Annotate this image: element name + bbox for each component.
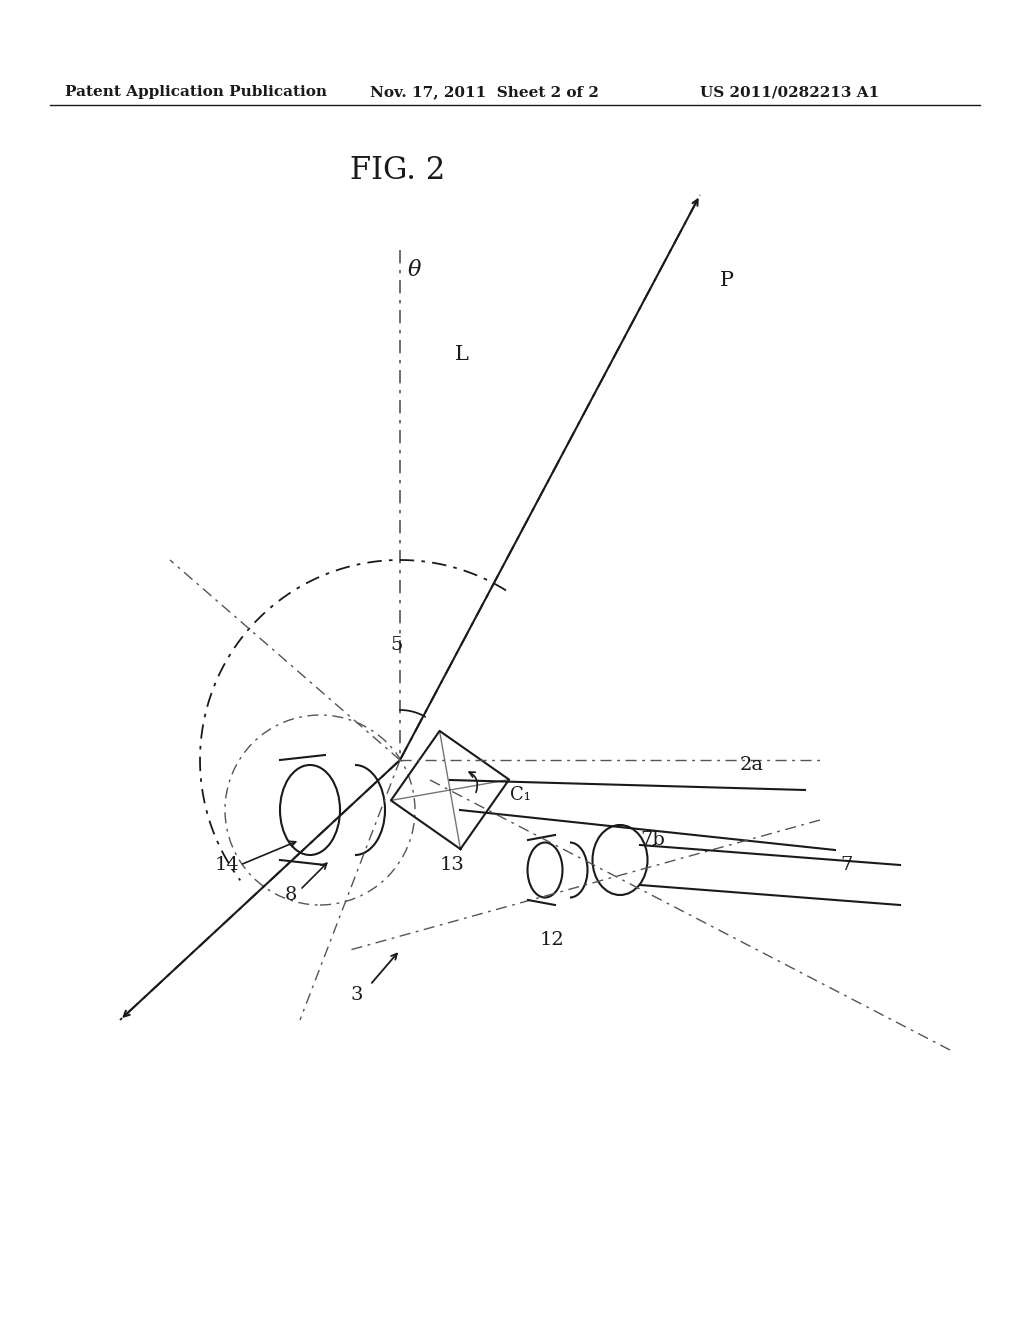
Text: L: L — [455, 346, 469, 364]
Text: 13: 13 — [440, 855, 465, 874]
Text: 3: 3 — [350, 986, 362, 1005]
Text: Nov. 17, 2011  Sheet 2 of 2: Nov. 17, 2011 Sheet 2 of 2 — [370, 84, 599, 99]
Text: 14: 14 — [215, 855, 240, 874]
Text: 7b: 7b — [640, 832, 665, 849]
Text: FIG. 2: FIG. 2 — [350, 154, 445, 186]
Text: P: P — [720, 271, 734, 289]
Text: 8: 8 — [285, 886, 297, 904]
Text: θ: θ — [408, 259, 421, 281]
Text: 12: 12 — [540, 931, 565, 949]
Text: 5: 5 — [390, 636, 402, 653]
Text: US 2011/0282213 A1: US 2011/0282213 A1 — [700, 84, 880, 99]
Text: C₁: C₁ — [510, 785, 530, 804]
Text: 2a: 2a — [740, 756, 764, 774]
Text: Patent Application Publication: Patent Application Publication — [65, 84, 327, 99]
Text: 7: 7 — [840, 855, 852, 874]
